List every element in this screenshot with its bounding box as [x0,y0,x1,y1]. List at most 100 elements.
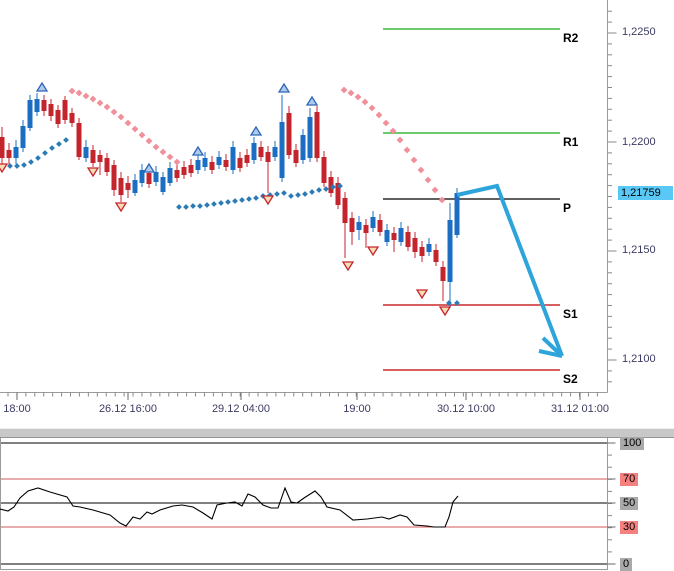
candle-body [48,104,54,116]
candle-body [307,117,313,158]
sar-dot [96,99,104,107]
sar-dot [166,153,174,161]
candle-body [125,183,131,190]
sar-dot [152,143,160,151]
sar-dot [354,93,362,101]
oscillator-line [0,486,459,528]
candle-body [181,167,187,175]
candle-body [419,247,425,256]
sar-dot [288,193,294,199]
sar-dot [302,191,308,197]
candle-body [27,100,33,128]
candle-body [314,112,320,158]
sar-dot [35,155,41,161]
candle-body [160,177,166,192]
candle-body [335,183,341,205]
candle-body [244,155,250,163]
pivot-label-p: P [563,201,572,215]
time-axis-label: 26.12 16:00 [98,403,158,415]
candle-body [342,198,348,223]
fractal-down-icon [341,261,355,272]
candle-body [440,267,446,281]
time-axis-label: 31.12 01:00 [550,403,610,415]
fractal-up-icon [191,145,205,156]
fractal-up-icon [249,125,263,136]
sar-dot [14,163,20,169]
candle-body [356,222,362,230]
sar-dot [454,300,460,306]
price-axis-label: 1,2200 [622,136,656,148]
candle-body [370,217,376,228]
candle-body [412,238,418,252]
sar-dot [82,92,90,100]
trend-arrow-annotation[interactable] [456,183,564,357]
fractal-down-icon [86,167,100,178]
candle-body [6,150,12,158]
sar-dot [253,195,259,201]
window-splitter[interactable] [0,428,674,438]
candle-body [216,157,222,165]
price-axis-label: 1,2250 [622,26,656,38]
sar-dot [239,197,245,203]
time-axis-label: 29.12 04:00 [211,403,271,415]
candle-body [62,100,68,120]
sar-dot [176,204,182,210]
sar-dot [389,127,397,135]
candle-body [174,170,180,178]
candle-body [90,150,96,163]
candle-body [188,165,194,173]
sar-dot [368,104,376,112]
sar-dot [309,189,315,195]
candle-body [328,177,334,193]
price-axis-label: 1,2150 [622,244,656,256]
time-axis-label: 18:00 [3,403,31,415]
oscillator-level-badge: 100 [620,437,645,450]
candle-body [405,232,411,247]
sar-dot [204,202,210,208]
sar-dot [225,199,231,205]
candle-body [111,165,117,190]
sar-dot [7,163,13,169]
pivot-label-r2: R2 [563,31,579,45]
sar-dot [173,158,181,166]
candle-body [272,147,278,157]
fractal-down-icon [366,246,380,257]
fractal-up-icon [277,82,291,93]
sar-dot [431,186,439,194]
oscillator-level-badge: 50 [620,497,639,510]
candle-body [279,122,285,178]
candle-body [391,233,397,240]
candle-body [237,158,243,168]
sar-dot [89,95,97,103]
candle-body [293,150,299,163]
candle-body [223,160,229,167]
sar-dot [246,196,252,202]
trend-arrow-head[interactable] [541,336,564,358]
sar-dot [382,119,390,127]
trend-arrow-head[interactable] [538,349,563,358]
candle-body [384,230,390,242]
candle-body [104,158,110,172]
sar-dot [49,145,55,151]
candle-body [167,168,173,183]
oscillator-level-badge: 70 [620,473,639,486]
candle-body [363,225,369,233]
sar-dot [103,103,111,111]
fractal-down-icon [261,195,275,206]
sar-dot [117,113,125,121]
oscillator-level-badge: 0 [620,558,633,571]
sar-dot [330,184,336,190]
sar-dot [403,146,411,154]
candle-body [0,137,5,158]
candle-body [20,126,26,148]
candle-body [258,147,264,157]
sar-dot [396,136,404,144]
candle-body [83,147,89,158]
sar-dot [28,159,34,165]
candle-body [377,220,383,232]
sar-dot [361,98,369,106]
fractal-down-icon [415,289,429,300]
candle-body [230,147,236,170]
